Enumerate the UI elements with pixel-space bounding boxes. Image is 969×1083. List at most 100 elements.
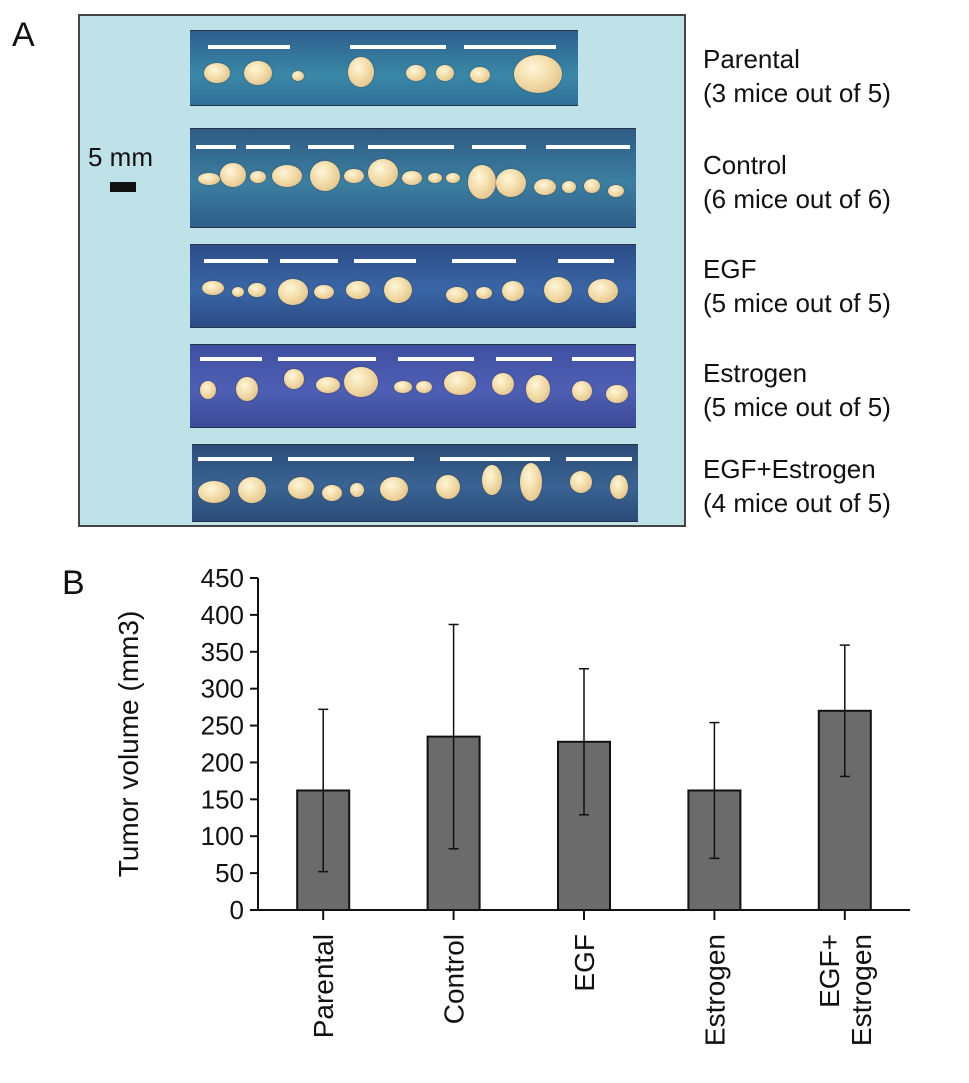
y-axis-title: Tumor volume (mm3)	[113, 611, 144, 878]
tumor	[570, 471, 592, 493]
group-name: Parental	[703, 44, 800, 74]
group-bar	[196, 145, 236, 149]
tumor	[220, 163, 246, 187]
group-bar	[558, 259, 614, 263]
group-label-egf: EGF (5 mice out of 5)	[703, 252, 891, 320]
group-bar	[200, 357, 262, 361]
x-tick-label: Control	[439, 934, 470, 1024]
tumor	[436, 475, 460, 499]
tumor	[394, 381, 412, 393]
tumor	[470, 67, 490, 83]
tumor	[316, 377, 340, 393]
tumor	[436, 65, 454, 81]
tumor	[284, 369, 304, 389]
tumor	[606, 385, 628, 403]
tumor	[562, 181, 576, 193]
group-bar	[198, 457, 272, 461]
tumor	[250, 171, 266, 183]
tumor	[368, 159, 398, 187]
tumor	[344, 367, 378, 397]
group-bar	[288, 457, 414, 461]
tumor	[588, 279, 618, 303]
tumor	[584, 179, 600, 193]
tumor	[288, 477, 314, 499]
group-label-parental: Parental (3 mice out of 5)	[703, 42, 891, 110]
tumor	[446, 173, 460, 183]
group-detail: (5 mice out of 5)	[703, 288, 891, 318]
tumor	[322, 485, 342, 501]
group-label-control: Control (6 mice out of 6)	[703, 148, 891, 216]
tumor	[402, 171, 422, 185]
group-bar	[496, 357, 552, 361]
tumor	[244, 61, 272, 85]
group-bar	[308, 145, 354, 149]
group-name: EGF	[703, 254, 757, 284]
tumor	[198, 481, 230, 503]
group-bar	[278, 357, 376, 361]
y-tick-label: 250	[201, 711, 244, 741]
group-bar	[464, 45, 556, 49]
y-tick-label: 350	[201, 637, 244, 667]
tumor	[380, 477, 408, 501]
group-label-estrogen: Estrogen (5 mice out of 5)	[703, 356, 891, 424]
tumor	[610, 475, 628, 499]
tumor	[344, 169, 364, 183]
tumor	[350, 483, 364, 497]
tumor	[608, 185, 624, 197]
tumor	[534, 179, 556, 195]
group-bar	[566, 457, 632, 461]
y-tick-label: 400	[201, 600, 244, 630]
group-bar	[546, 145, 630, 149]
tumor-photo-panel	[78, 14, 686, 527]
y-tick-label: 450	[201, 563, 244, 593]
group-bar	[572, 357, 634, 361]
group-detail: (4 mice out of 5)	[703, 488, 891, 518]
y-tick-label: 0	[230, 895, 244, 925]
tumor	[310, 161, 340, 191]
group-bar	[208, 45, 290, 49]
tumor	[482, 465, 502, 495]
tumor	[446, 287, 468, 303]
group-bar	[368, 145, 454, 149]
tumor	[232, 287, 244, 297]
group-bar	[354, 259, 416, 263]
tumor	[204, 63, 230, 83]
tumor	[406, 65, 426, 81]
tumor	[248, 283, 266, 297]
tumor-strip-control	[190, 128, 636, 228]
group-bar	[472, 145, 526, 149]
tumor-strip-egf-estrogen	[192, 444, 638, 522]
x-tick-label: Parental	[308, 934, 339, 1038]
tumor	[272, 165, 302, 187]
tumor	[468, 165, 496, 199]
panel-label-b: B	[62, 564, 85, 602]
tumor	[238, 477, 266, 503]
y-tick-label: 50	[215, 858, 244, 888]
group-bar	[280, 259, 338, 263]
group-name: EGF+Estrogen	[703, 454, 876, 484]
tumor	[346, 281, 370, 299]
group-bar	[440, 457, 550, 461]
tumor	[492, 373, 514, 395]
group-detail: (3 mice out of 5)	[703, 78, 891, 108]
tumor	[198, 173, 220, 185]
x-tick-label: EGF+	[814, 934, 845, 1008]
tumor	[496, 169, 526, 197]
tumor-strip-estrogen	[190, 344, 636, 428]
group-bar	[204, 259, 268, 263]
tumor	[514, 55, 562, 93]
group-bar	[350, 45, 446, 49]
scale-bar-label: 5 mm	[88, 142, 153, 172]
tumor	[520, 463, 542, 501]
group-label-egf-estrogen: EGF+Estrogen (4 mice out of 5)	[703, 452, 891, 520]
group-name: Control	[703, 150, 787, 180]
tumor	[502, 281, 524, 301]
tumor	[572, 381, 592, 401]
tumor	[428, 173, 442, 183]
tumor	[416, 381, 432, 393]
tumor	[278, 279, 308, 305]
tumor	[314, 285, 334, 299]
tumor	[444, 371, 476, 395]
tumor	[544, 277, 572, 303]
